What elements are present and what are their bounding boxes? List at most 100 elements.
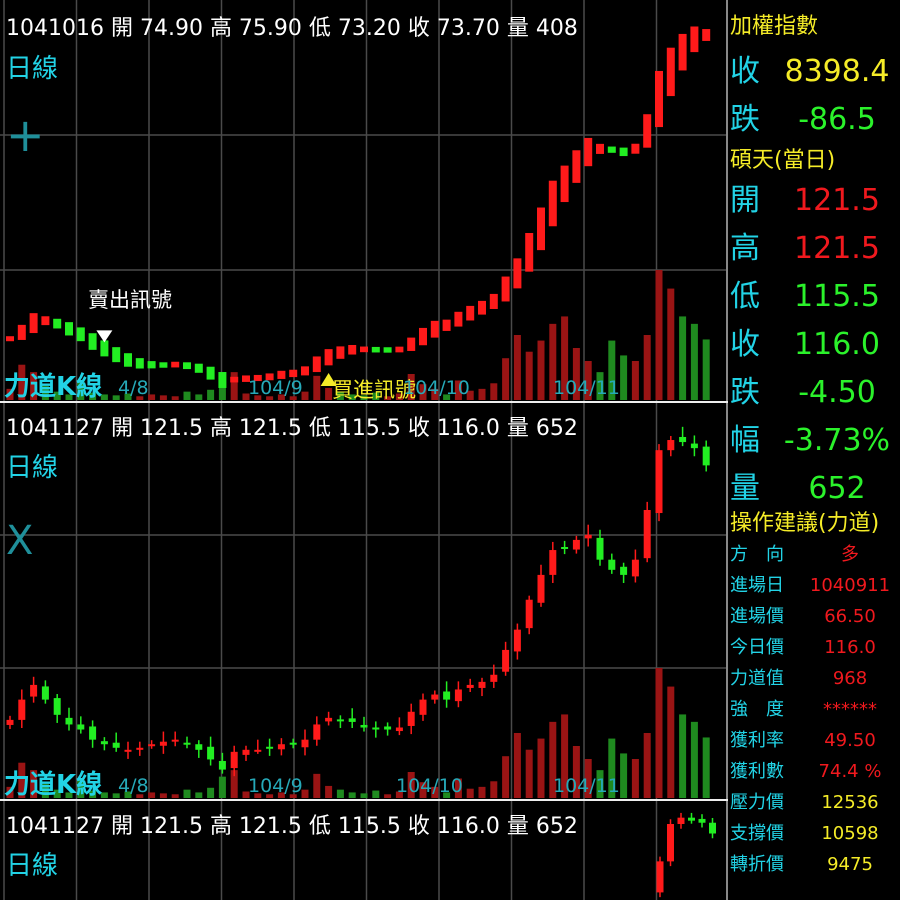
quote-value: 652: [808, 471, 866, 506]
volume-bar: [631, 759, 639, 798]
quote-value: 116.0: [794, 327, 880, 362]
volume-bar: [608, 738, 616, 798]
middle-period-label[interactable]: 日線: [6, 453, 59, 483]
top-period-label[interactable]: 日線: [6, 54, 59, 84]
quote-label: 收: [730, 327, 760, 362]
volume-bar: [608, 340, 616, 400]
price-chart[interactable]: [0, 0, 728, 900]
quote-label: 幅: [730, 423, 760, 458]
index-title: 加權指數: [730, 14, 819, 39]
volume-bar: [395, 791, 403, 798]
candle-body: [218, 760, 226, 770]
force-k-bar: [336, 346, 345, 359]
volume-bar: [655, 270, 663, 400]
force-k-bar: [454, 311, 463, 327]
candle-body: [698, 818, 706, 823]
advice-row: 今日價 116.0: [730, 633, 898, 659]
volume-bar: [466, 390, 474, 400]
quote-row: 高 121.5: [730, 223, 896, 267]
candle-body: [655, 450, 663, 514]
advice-value: ******: [823, 699, 877, 720]
candle-body: [561, 547, 569, 550]
volume-bar: [513, 335, 521, 400]
volume-bar: [171, 396, 179, 400]
volume-bar: [702, 737, 710, 798]
volume-bar: [100, 394, 108, 400]
advice-row: 獲利數 74.4 %: [730, 757, 898, 783]
force-k-bar: [76, 327, 85, 342]
top-indicator-label[interactable]: 力道K線: [4, 372, 103, 402]
volume-bar: [584, 361, 592, 400]
advice-label: 今日價: [730, 637, 784, 658]
volume-bar: [266, 396, 274, 400]
force-k-bar: [395, 346, 404, 353]
candle-body: [148, 744, 156, 747]
volume-bar: [620, 753, 628, 798]
volume-bar: [348, 394, 356, 400]
volume-bar: [89, 392, 97, 400]
force-k-bar: [560, 165, 569, 203]
candle-body: [431, 694, 439, 700]
quote-row: 跌 -4.50: [730, 367, 896, 411]
x-label-104-11: 104/11: [553, 775, 620, 797]
candle-body: [171, 739, 179, 742]
candle-body: [18, 699, 26, 720]
candle-body: [702, 446, 710, 466]
volume-bar: [218, 378, 226, 400]
candle-body: [183, 742, 191, 745]
advice-value: 9475: [827, 854, 873, 875]
volume-bar: [561, 316, 569, 400]
volume-bar: [360, 395, 368, 400]
candle-body: [631, 559, 639, 577]
candle-body: [419, 699, 427, 715]
volume-bar: [112, 395, 120, 400]
force-k-bar: [324, 349, 333, 366]
advice-label: 方 向: [730, 544, 784, 565]
volume-bar: [454, 380, 462, 400]
volume-bar: [384, 396, 392, 400]
bottom-period-label[interactable]: 日線: [6, 851, 59, 881]
volume-bar: [525, 351, 533, 400]
volume-bar: [325, 387, 333, 400]
volume-bar: [360, 793, 368, 798]
volume-bar: [6, 786, 14, 798]
volume-bar: [136, 794, 144, 798]
volume-bar: [77, 381, 85, 400]
candle-body: [266, 746, 274, 749]
x-icon[interactable]: X: [6, 518, 34, 564]
force-k-bar: [159, 362, 168, 368]
force-k-bar: [678, 33, 687, 71]
volume-bar: [18, 364, 26, 400]
x-label-104-10: 104/10: [396, 775, 463, 797]
volume-bar: [407, 374, 415, 400]
volume-bar: [148, 792, 156, 798]
plus-icon[interactable]: +: [6, 108, 45, 162]
volume-bar: [207, 787, 215, 798]
candle-body: [608, 559, 616, 570]
index-change-value: -86.5: [798, 102, 876, 137]
force-k-bar: [666, 47, 675, 97]
x-label-104-10: 104/10: [403, 377, 470, 399]
force-k-bar: [513, 258, 522, 289]
force-k-bar: [643, 114, 652, 148]
quote-sidebar: 加權指數 收 8398.4 跌 -86.5 碩天(當日) 開 121.5 高 121.5 低…: [728, 0, 900, 900]
volume-bar: [89, 790, 97, 798]
force-k-bar: [407, 337, 416, 351]
candle-body: [53, 698, 61, 715]
advice-label: 獲利率: [730, 730, 784, 751]
candle-body: [596, 537, 604, 560]
candle-body: [454, 689, 462, 702]
advice-value: 66.50: [824, 606, 876, 627]
quote-row: 量 652: [730, 463, 896, 507]
volume-bar: [242, 393, 250, 400]
stock-title[interactable]: 碩天(當日): [730, 148, 836, 173]
advice-row: 轉折價 9475: [730, 850, 898, 876]
candle-body: [395, 727, 403, 732]
middle-indicator-label[interactable]: 力道K線: [4, 770, 103, 800]
index-close-value: 8398.4: [784, 54, 890, 89]
advice-label: 進場價: [730, 606, 784, 627]
volume-bar: [30, 770, 38, 798]
force-k-bar: [194, 363, 203, 373]
candle-body: [667, 440, 675, 451]
force-k-bar: [466, 305, 475, 321]
